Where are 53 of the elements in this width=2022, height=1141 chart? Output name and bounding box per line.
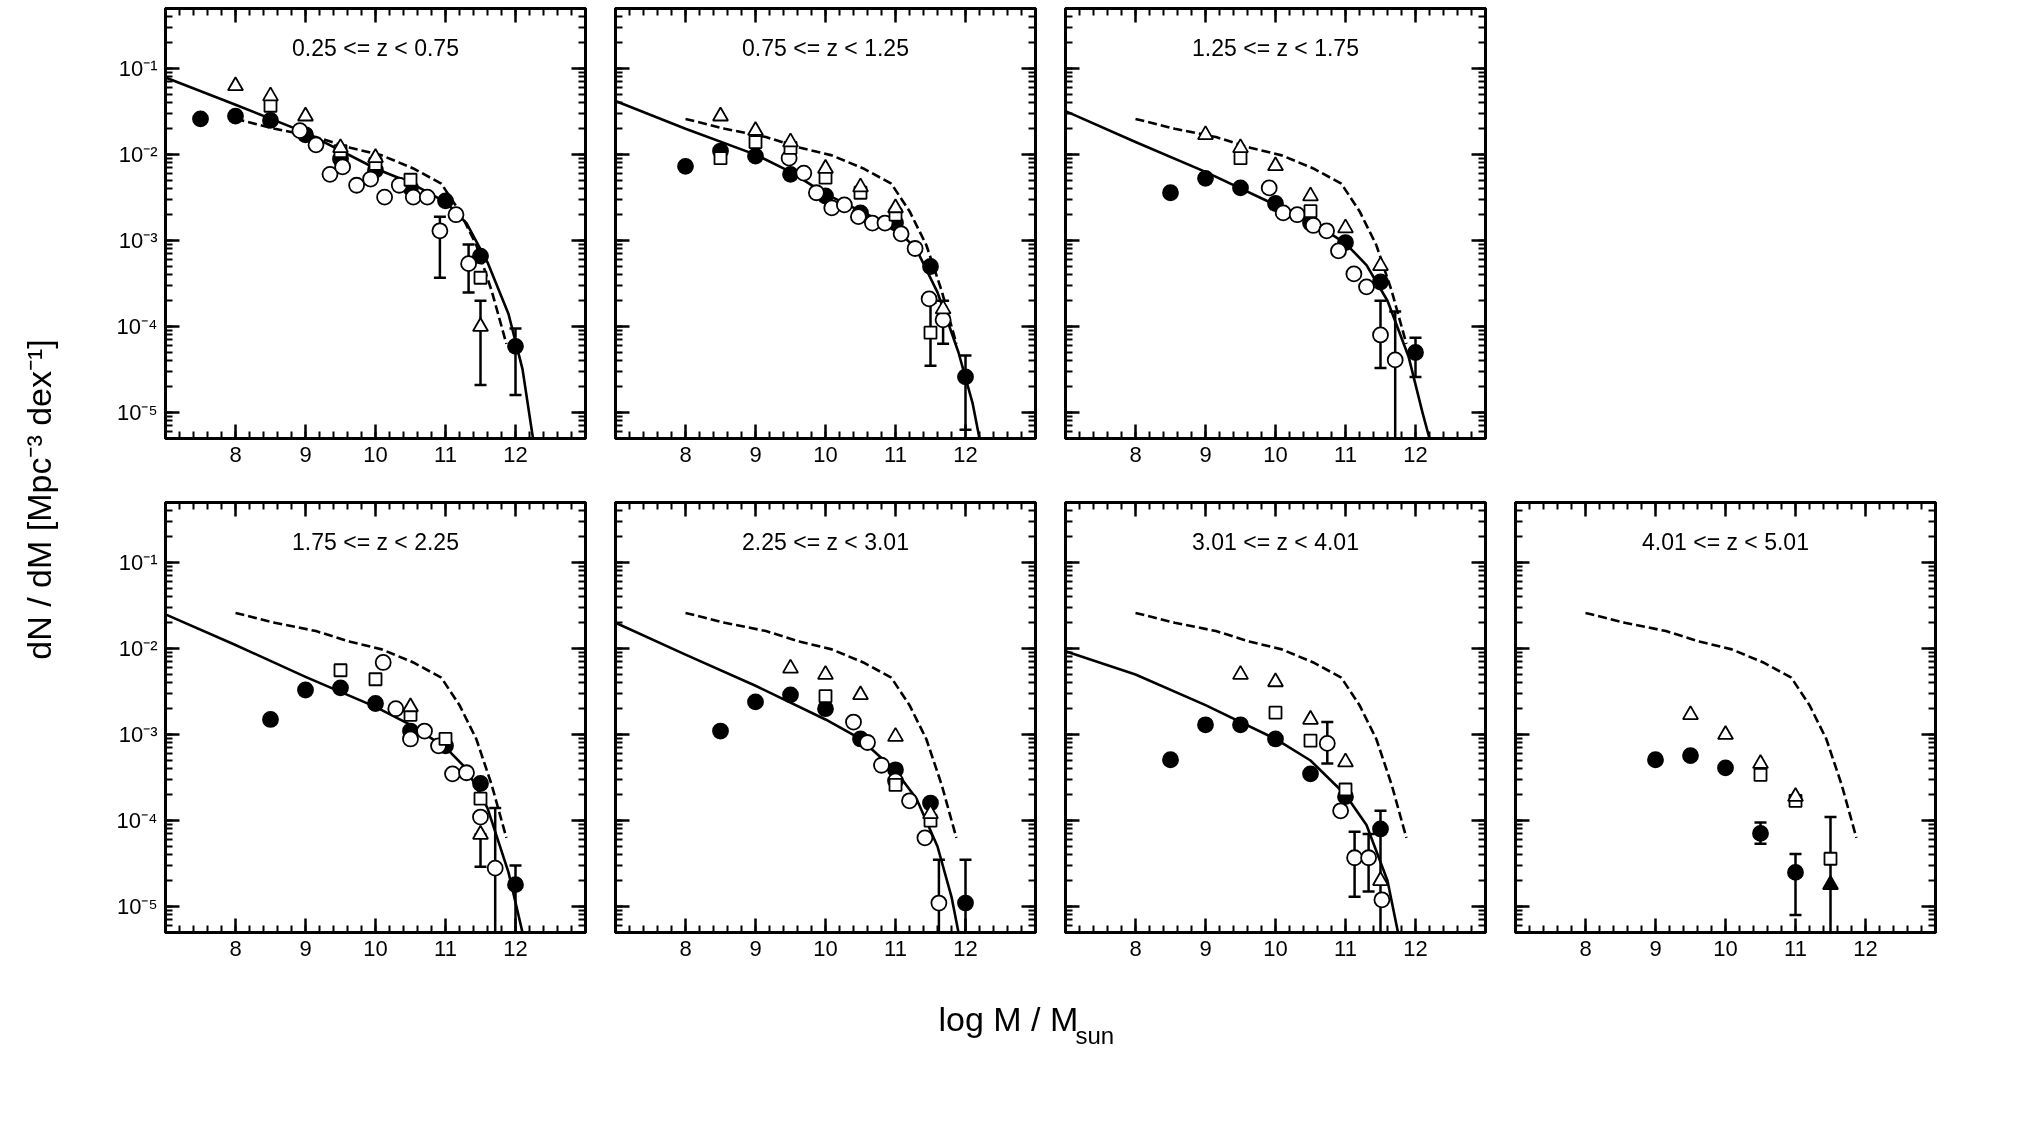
x-tick-label: 8 [679,441,692,467]
x-tick-label: 9 [1199,935,1212,961]
x-tick-label: 11 [884,441,907,467]
x-tick-label: 12 [503,935,528,961]
y-tick-label: 10⁻⁵ [116,400,158,426]
y-tick-label: 10⁻³ [118,228,158,254]
x-tick-label: 8 [229,441,242,467]
x-tick-label: 9 [749,441,762,467]
x-tick-label: 9 [1199,441,1212,467]
x-tick-label: 9 [299,935,312,961]
x-tick-label: 11 [434,441,457,467]
text: 4.01 <= z < 5.01 [1642,528,1809,555]
y-tick-label: 10⁻² [118,636,158,662]
x-tick-label: 9 [1649,935,1662,961]
x-tick-label: 10 [1263,441,1288,467]
x-tick-label: 12 [1853,935,1878,961]
x-tick-label: 8 [229,935,242,961]
x-tick-label: 10 [1713,935,1738,961]
x-tick-label: 8 [679,935,692,961]
text: 0.75 <= z < 1.25 [742,34,909,61]
x-tick-label: 12 [953,441,978,467]
text: 2.25 <= z < 3.01 [742,528,909,555]
y-tick-label: 10⁻⁴ [116,314,158,340]
y-tick-label: 10⁻³ [118,722,158,748]
x-tick-label: 12 [503,441,528,467]
x-tick-label: 9 [749,935,762,961]
y-tick-label: 10⁻⁵ [116,894,158,920]
x-tick-label: 11 [1784,935,1807,961]
x-tick-label: 11 [1334,935,1357,961]
x-tick-label: 10 [363,935,388,961]
y-tick-label: 10⁻¹ [118,550,158,576]
text: 1.75 <= z < 2.25 [292,528,459,555]
x-tick-label: 9 [299,441,312,467]
x-tick-label: 10 [363,441,388,467]
x-tick-label: 10 [813,441,838,467]
x-tick-label: 8 [1579,935,1592,961]
y-axis-title: dN / dM [Mpc⁻³ dex⁻¹] [19,339,58,660]
x-tick-label: 11 [434,935,457,961]
y-tick-label: 10⁻⁴ [116,808,158,834]
x-tick-label: 11 [1334,441,1357,467]
x-tick-label: 8 [1129,935,1142,961]
text: 3.01 <= z < 4.01 [1192,528,1359,555]
text: 1.25 <= z < 1.75 [1192,34,1359,61]
x-tick-label: 10 [1263,935,1288,961]
x-tick-label: 8 [1129,441,1142,467]
x-tick-label: 12 [953,935,978,961]
y-tick-label: 10⁻² [118,142,158,168]
text: 0.25 <= z < 0.75 [292,34,459,61]
x-tick-label: 12 [1403,935,1428,961]
x-tick-label: 11 [884,935,907,961]
y-tick-label: 10⁻¹ [118,56,158,82]
x-tick-label: 10 [813,935,838,961]
x-tick-label: 12 [1403,441,1428,467]
